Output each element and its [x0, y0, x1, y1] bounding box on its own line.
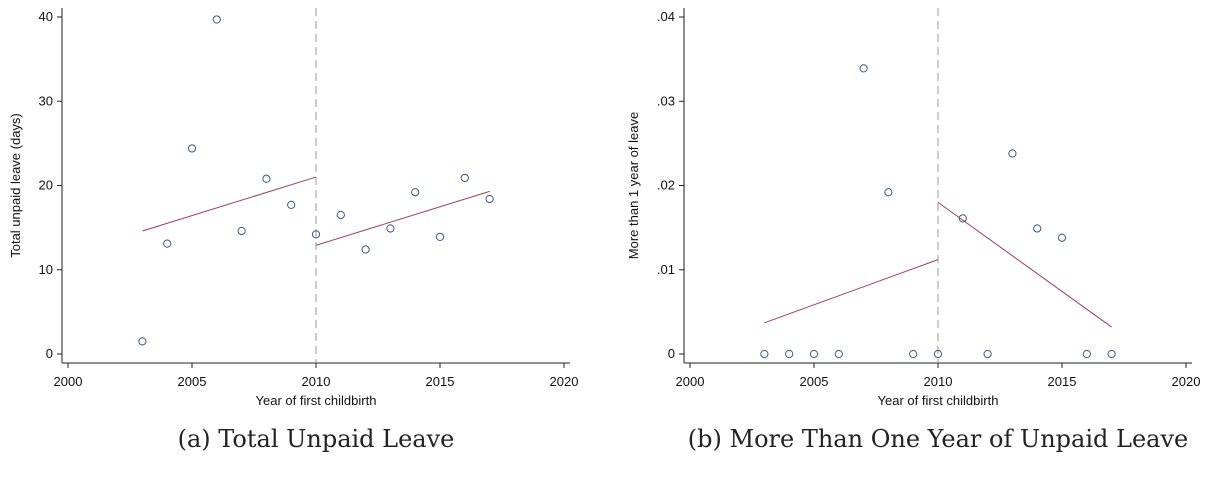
fit-line-pre	[142, 176, 317, 232]
data-point	[187, 144, 197, 153]
data-point	[834, 349, 843, 359]
y-tick-label: 40	[39, 9, 53, 24]
data-point	[1107, 349, 1116, 359]
data-point	[163, 239, 172, 248]
x-axis-label: Year of first childbirth	[878, 393, 999, 408]
y-tick-label: 0	[668, 346, 675, 361]
data-point	[460, 173, 469, 183]
y-tick-label: .01	[657, 262, 675, 277]
data-point	[361, 245, 370, 254]
y-tick-label: 10	[39, 262, 53, 277]
x-tick-label: 2020	[550, 374, 579, 389]
fit-line-post	[315, 190, 490, 246]
data-point	[1033, 224, 1042, 233]
figure-caption: (a) Total Unpaid Leave	[178, 425, 455, 453]
data-point	[933, 349, 943, 359]
x-tick-label: 2015	[1048, 374, 1077, 389]
data-point	[237, 226, 246, 236]
data-point	[1082, 349, 1091, 359]
data-point	[884, 188, 893, 197]
data-point	[1057, 233, 1067, 242]
y-tick-label: .02	[657, 178, 675, 193]
figure-caption: (b) More Than One Year of Unpaid Leave	[688, 425, 1188, 453]
data-point	[485, 194, 494, 204]
data-point	[760, 349, 769, 359]
fit-line-post	[937, 201, 1112, 328]
x-tick-label: 2005	[178, 374, 207, 389]
data-point	[983, 349, 992, 359]
x-tick-label: 2020	[1172, 374, 1201, 389]
y-tick-label: .03	[657, 93, 675, 108]
y-axis-label: More than 1 year of leave	[626, 112, 641, 259]
data-point	[262, 174, 271, 183]
y-tick-label: 20	[39, 178, 53, 193]
data-point	[435, 232, 445, 241]
x-tick-label: 2000	[54, 374, 83, 389]
panel-b: 2000 2005 2010 2015 2020 0 .01 .02 .03 .04 Year of…	[626, 8, 1200, 453]
y-tick-label: 30	[39, 93, 53, 108]
x-tick-label: 2005	[800, 374, 829, 389]
y-axis-label: Total unpaid leave (days)	[8, 113, 23, 258]
x-tick-label: 2010	[302, 374, 331, 389]
y-tick-label: .04	[657, 9, 675, 24]
data-point	[1008, 149, 1017, 158]
x-tick-label: 2015	[426, 374, 455, 389]
data-point	[386, 224, 395, 233]
data-point	[336, 210, 345, 220]
data-point	[785, 349, 794, 359]
data-point	[311, 230, 321, 239]
x-axis-label: Year of first childbirth	[256, 393, 377, 408]
data-point	[958, 214, 967, 223]
fit-line-pre	[764, 259, 939, 324]
data-point	[212, 15, 221, 24]
x-tick-label: 2010	[924, 374, 953, 389]
data-point	[859, 64, 868, 73]
x-tick-label: 2000	[676, 374, 705, 389]
data-point	[138, 337, 147, 346]
data-point	[411, 188, 420, 197]
data-point	[287, 200, 296, 209]
data-point	[809, 349, 819, 359]
panel-a: 2000 2005 2010 2015 2020 0 10 20 30 40 Year of fir…	[8, 8, 578, 453]
y-tick-label: 0	[46, 346, 53, 361]
data-point	[909, 349, 918, 359]
